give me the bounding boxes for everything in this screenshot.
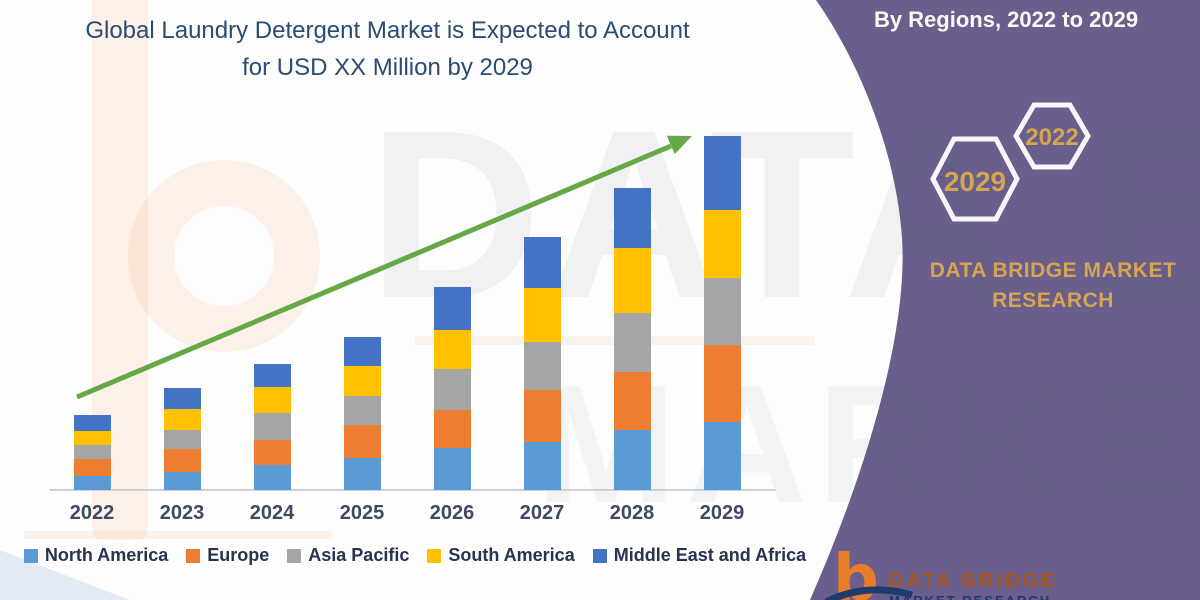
bar-segment-south-america-2029 bbox=[703, 210, 741, 278]
chart-legend: North America Europe Asia Pacific South Ame… bbox=[0, 545, 830, 566]
chart-title-line2: for USD XX Million by 2029 bbox=[242, 54, 533, 81]
bar-segment-asia-pacific-2028 bbox=[613, 313, 651, 372]
x-axis-baseline bbox=[50, 489, 776, 491]
bar-segment-asia-pacific-2027 bbox=[523, 342, 561, 390]
bar-segment-south-america-2022 bbox=[73, 431, 111, 445]
side-panel-heading: By Regions, 2022 to 2029 bbox=[873, 7, 1139, 32]
x-axis-label-2027: 2027 bbox=[519, 502, 565, 524]
hexagon-2022 bbox=[1013, 102, 1091, 170]
chart-title: Global Laundry Detergent Market is Expec… bbox=[35, 12, 740, 86]
bar-segment-europe-2024 bbox=[253, 440, 291, 465]
bar-segment-asia-pacific-2024 bbox=[253, 413, 291, 440]
bar-segment-north-america-2023 bbox=[163, 472, 201, 490]
hexagon-2022-label: 2022 bbox=[1025, 124, 1079, 151]
bar-segment-europe-2026 bbox=[433, 410, 471, 448]
legend-item-south-america: South America bbox=[427, 545, 575, 566]
legend-item-middle-east-and-africa: Middle East and Africa bbox=[592, 545, 807, 566]
footer-logo-subtext: MARKET RESEARCH bbox=[889, 593, 1051, 600]
bar-segment-europe-2027 bbox=[523, 390, 561, 442]
bar-segment-asia-pacific-2023 bbox=[163, 430, 201, 449]
bar-segment-north-america-2022 bbox=[73, 476, 111, 490]
x-axis-label-2022: 2022 bbox=[69, 502, 115, 524]
bar-segment-north-america-2027 bbox=[523, 442, 561, 490]
bar-segment-middle-east-and-africa-2024 bbox=[253, 364, 291, 387]
bar-segment-middle-east-and-africa-2022 bbox=[73, 415, 111, 431]
bar-segment-north-america-2025 bbox=[343, 458, 381, 490]
watermark-band bbox=[24, 531, 332, 539]
footer-logo-wordmark: DATA BRIDGE bbox=[889, 570, 1058, 592]
bar-segment-north-america-2024 bbox=[253, 465, 291, 490]
legend-label-europe: Europe bbox=[207, 545, 270, 565]
x-axis-label-2025: 2025 bbox=[339, 502, 385, 524]
footer-logo-b-icon: b bbox=[833, 542, 879, 600]
legend-label-north-america: North America bbox=[44, 545, 169, 565]
bar-segment-asia-pacific-2026 bbox=[433, 369, 471, 410]
legend-label-south-america: South America bbox=[448, 545, 575, 565]
chart-title-line1: Global Laundry Detergent Market is Expec… bbox=[85, 17, 690, 44]
bar-segment-middle-east-and-africa-2029 bbox=[703, 136, 741, 210]
bar-segment-south-america-2023 bbox=[163, 409, 201, 430]
hexagon-2029-label: 2029 bbox=[943, 166, 1007, 197]
legend-swatch-middle-east-and-africa bbox=[592, 548, 607, 563]
bar-segment-europe-2029 bbox=[703, 345, 741, 422]
legend-item-north-america: North America bbox=[23, 545, 169, 566]
x-axis-label-2023: 2023 bbox=[159, 502, 205, 524]
side-panel-path bbox=[810, 0, 1200, 600]
bar-segment-south-america-2028 bbox=[613, 248, 651, 313]
legend-swatch-europe bbox=[186, 548, 201, 563]
bar-segment-north-america-2026 bbox=[433, 448, 471, 490]
bar-segment-south-america-2027 bbox=[523, 288, 561, 342]
bar-segment-middle-east-and-africa-2023 bbox=[163, 388, 201, 409]
bar-segment-north-america-2029 bbox=[703, 422, 741, 490]
legend-swatch-asia-pacific bbox=[287, 548, 302, 563]
legend-item-asia-pacific: Asia Pacific bbox=[287, 545, 409, 566]
bar-segment-middle-east-and-africa-2027 bbox=[523, 237, 561, 288]
legend-label-middle-east-and-africa: Middle East and Africa bbox=[613, 545, 807, 565]
bar-segment-middle-east-and-africa-2026 bbox=[433, 287, 471, 330]
bar-segment-north-america-2028 bbox=[613, 430, 651, 490]
bar-segment-europe-2023 bbox=[163, 449, 201, 472]
bar-segment-south-america-2024 bbox=[253, 387, 291, 413]
x-axis-label-2024: 2024 bbox=[249, 502, 295, 524]
side-panel-brand-line1: DATA BRIDGE MARKET bbox=[929, 259, 1177, 282]
side-panel-brand: DATA BRIDGE MARKET RESEARCH bbox=[928, 256, 1178, 316]
bar-segment-middle-east-and-africa-2025 bbox=[343, 337, 381, 366]
side-panel-brand-line2: RESEARCH bbox=[992, 289, 1114, 312]
bar-segment-europe-2022 bbox=[73, 459, 111, 476]
legend-swatch-south-america bbox=[427, 548, 442, 563]
bar-segment-asia-pacific-2025 bbox=[343, 396, 381, 425]
legend-swatch-north-america bbox=[23, 548, 38, 563]
bar-segment-south-america-2026 bbox=[433, 330, 471, 369]
legend-label-asia-pacific: Asia Pacific bbox=[308, 545, 410, 565]
legend-item-europe: Europe bbox=[186, 545, 269, 566]
x-axis-label-2029: 2029 bbox=[699, 502, 745, 524]
x-axis-label-2026: 2026 bbox=[429, 502, 475, 524]
x-axis-label-2028: 2028 bbox=[609, 502, 655, 524]
hexagon-2029 bbox=[930, 136, 1020, 222]
bar-segment-asia-pacific-2022 bbox=[73, 445, 111, 459]
bar-segment-europe-2028 bbox=[613, 372, 651, 430]
bar-segment-middle-east-and-africa-2028 bbox=[613, 188, 651, 248]
bar-segment-asia-pacific-2029 bbox=[703, 278, 741, 345]
bar-segment-europe-2025 bbox=[343, 425, 381, 458]
bar-segment-south-america-2025 bbox=[343, 366, 381, 396]
